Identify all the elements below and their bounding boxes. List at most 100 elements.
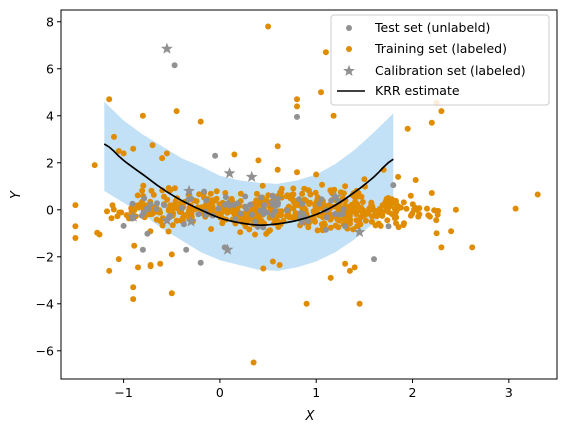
training-point: [368, 218, 375, 225]
test-point: [144, 230, 151, 237]
calibration-point: [295, 215, 308, 227]
training-point: [168, 290, 175, 297]
test-point: [342, 223, 349, 230]
training-point: [130, 296, 137, 303]
training-point: [292, 210, 299, 216]
training-point: [351, 264, 358, 271]
training-point: [372, 207, 379, 214]
training-point: [384, 217, 391, 224]
training-point: [276, 262, 283, 268]
training-point: [294, 103, 300, 110]
test-point: [167, 212, 174, 219]
test-point: [332, 211, 338, 217]
training-point: [378, 208, 385, 215]
training-point: [328, 189, 335, 196]
training-point: [382, 198, 389, 205]
training-point: [305, 187, 312, 194]
test-point: [322, 226, 329, 233]
calibration-point: [223, 167, 236, 179]
test-point: [195, 211, 202, 218]
training-point: [354, 201, 361, 207]
training-point: [452, 206, 459, 213]
x-tick-label: 3: [505, 385, 513, 400]
test-point: [212, 152, 219, 159]
test-point: [197, 259, 204, 266]
training-point: [213, 188, 220, 195]
training-point: [180, 214, 186, 221]
krr-line-layer: [103, 143, 394, 226]
test-point: [340, 206, 347, 213]
y-tick-label: −2: [36, 249, 54, 264]
y-tick-label: 4: [46, 108, 54, 123]
test-point: [261, 202, 268, 208]
training-point: [260, 265, 267, 272]
training-point: [327, 274, 334, 281]
training-point: [149, 142, 156, 149]
calibration-point: [127, 210, 140, 222]
training-point: [357, 214, 364, 221]
training-point: [252, 231, 258, 238]
legend-test-label: Test set (unlabeld): [374, 20, 490, 35]
y-tick-label: 6: [46, 61, 54, 76]
test-point: [141, 195, 148, 202]
y-axis-label: Y: [9, 190, 24, 199]
training-point: [412, 177, 419, 183]
test-point: [215, 205, 222, 212]
test-point: [299, 210, 306, 217]
training-point: [263, 230, 270, 237]
legend-train-marker: [346, 46, 352, 52]
training-point: [393, 201, 400, 208]
training-point: [438, 108, 445, 115]
training-point: [168, 251, 175, 258]
training-point: [312, 208, 319, 215]
training-point: [130, 284, 137, 291]
test-point: [252, 218, 259, 225]
calibration-point: [161, 42, 173, 54]
legend-train-label: Training set (labeled): [374, 41, 507, 56]
training-point: [312, 189, 319, 196]
training-point: [259, 182, 266, 189]
calibration-point: [161, 214, 173, 226]
test-point: [183, 246, 190, 253]
y-tick-label: 8: [46, 14, 54, 29]
training-point: [322, 49, 329, 56]
test-point: [234, 200, 241, 207]
training-point: [395, 224, 402, 231]
test-point: [272, 208, 279, 214]
test-point: [237, 210, 244, 217]
training-point: [358, 204, 365, 211]
training-point: [134, 192, 141, 199]
calibration-point: [329, 190, 342, 202]
training-point: [163, 150, 170, 157]
training-point: [130, 145, 137, 152]
training-point: [131, 242, 138, 249]
legend-box: [330, 14, 550, 106]
calibration-point: [271, 193, 284, 205]
test-point: [294, 113, 300, 120]
training-point: [274, 143, 281, 150]
test-point: [178, 204, 185, 211]
training-point: [159, 155, 166, 162]
x-tick-label: 0: [216, 385, 224, 400]
training-point: [115, 148, 122, 154]
training-point: [353, 211, 360, 217]
test-point: [242, 193, 249, 200]
training-point: [312, 218, 318, 225]
training-point: [278, 208, 285, 215]
training-point: [395, 173, 402, 180]
training-point: [265, 23, 272, 30]
legend: Test set (unlabeld) Training set (labele…: [330, 14, 550, 106]
training-point: [335, 224, 342, 231]
training-point: [140, 182, 147, 189]
test-point: [371, 256, 377, 263]
training-point: [286, 214, 293, 221]
calibration-point: [353, 225, 366, 238]
calibration-point: [245, 170, 258, 182]
y-tick-label: −6: [36, 343, 54, 358]
training-point: [342, 183, 349, 190]
training-point: [346, 267, 353, 274]
x-tick-label: 1: [312, 385, 320, 400]
test-point: [140, 209, 147, 216]
training-point: [407, 192, 414, 199]
